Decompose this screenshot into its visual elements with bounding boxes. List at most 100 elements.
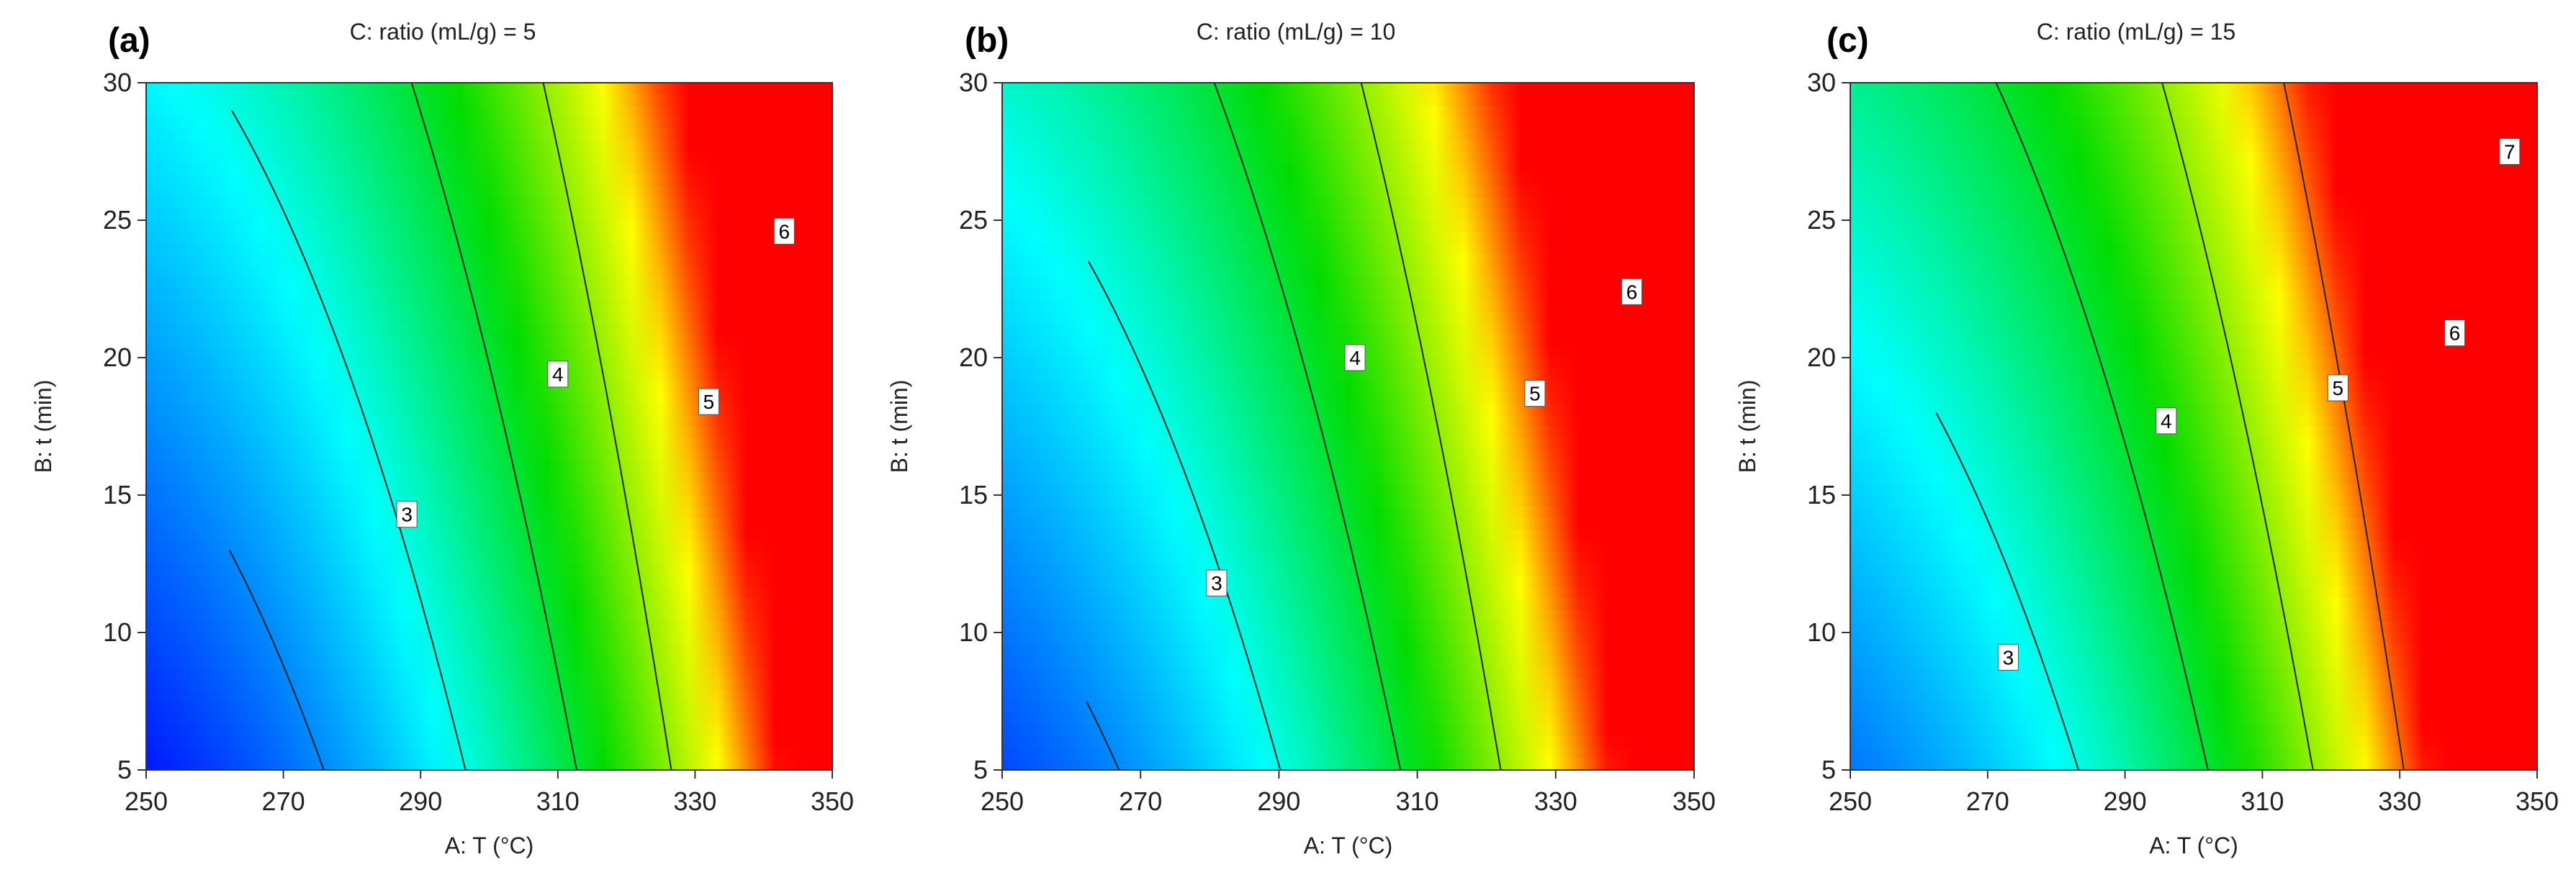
- gradient-row: [146, 506, 832, 519]
- panel-a: (a) C: ratio (mL/g) = 5 3 4 5 6 250 270 290 31…: [30, 19, 854, 858]
- gradient-row: [1850, 242, 2537, 255]
- contour-lines: [1086, 83, 1502, 770]
- color-gradient-rows: [1002, 83, 1694, 771]
- gradient-row: [1002, 438, 1694, 450]
- contour-label-6: 6: [1621, 278, 1643, 305]
- gradient-row: [1850, 117, 2537, 130]
- gradient-row: [146, 368, 832, 381]
- gradient-row: [146, 472, 832, 484]
- gradient-row: [1850, 94, 2537, 106]
- gradient-row: [146, 94, 832, 106]
- y-tick-label: 5: [1821, 755, 1836, 784]
- contour-label-4: 4: [547, 361, 569, 388]
- y-tick-label: 15: [103, 480, 132, 509]
- gradient-row: [146, 563, 832, 576]
- y-axis-title: B: t (min): [1734, 380, 1760, 473]
- contour-label-text: 6: [2449, 322, 2461, 345]
- gradient-row: [1002, 495, 1694, 507]
- x-tick-label: 250: [1829, 787, 1872, 816]
- x-tick-label: 290: [2104, 787, 2147, 816]
- contour-line-5: [1995, 83, 2209, 770]
- gradient-row: [146, 83, 832, 95]
- plot-frame: [145, 82, 833, 771]
- gradient-row: [146, 414, 832, 427]
- contour-label-6: 6: [2444, 319, 2466, 347]
- x-axis: 250 270 290 310 330 350: [1829, 770, 2559, 816]
- gradient-row: [146, 666, 832, 679]
- gradient-row: [1002, 758, 1694, 771]
- y-tick-label: 30: [103, 68, 132, 97]
- gradient-row: [1002, 575, 1694, 588]
- gradient-row: [146, 495, 832, 507]
- gradient-row: [1002, 231, 1694, 244]
- contour-plot-area: 3 4 5 6: [1001, 82, 1695, 771]
- gradient-row: [1002, 266, 1694, 278]
- y-tick-label: 10: [103, 617, 132, 647]
- gradient-row: [1002, 655, 1694, 668]
- panel-letter: (c): [1827, 22, 1869, 60]
- contour-label-text: 3: [1211, 572, 1222, 594]
- gradient-row: [146, 197, 832, 209]
- y-axis-title: B: t (min): [30, 380, 56, 473]
- gradient-row: [146, 391, 832, 404]
- gradient-row: [146, 254, 832, 267]
- gradient-row: [1002, 277, 1694, 290]
- gradient-row: [1850, 426, 2537, 439]
- gradient-row: [1850, 472, 2537, 484]
- panel-b: (b) C: ratio (mL/g) = 10 3 4 5 6 250 270 290 3…: [886, 19, 1716, 858]
- gradient-row: [1850, 609, 2537, 622]
- contour-label-box: [1524, 380, 1546, 407]
- gradient-row: [1002, 621, 1694, 633]
- gradient-row: [1850, 403, 2537, 416]
- gradient-row: [146, 586, 832, 599]
- gradient-row: [1002, 506, 1694, 519]
- gradient-row: [1002, 484, 1694, 496]
- gradient-row: [1850, 186, 2537, 198]
- gradient-row: [146, 540, 832, 553]
- color-gradient-rows: [146, 83, 832, 771]
- gradient-row: [1002, 563, 1694, 576]
- y-tick-label: 25: [1807, 205, 1836, 235]
- x-tick-label: 270: [1966, 787, 2009, 816]
- gradient-row: [1002, 414, 1694, 427]
- gradient-row: [1002, 666, 1694, 679]
- contour-line-4: [1088, 260, 1282, 770]
- gradient-row: [1850, 335, 2537, 347]
- gradient-row: [1850, 414, 2537, 427]
- contour-line-5: [410, 83, 577, 770]
- contour-label-text: 6: [779, 220, 791, 242]
- contour-label-box: [2444, 319, 2466, 347]
- gradient-row: [1002, 163, 1694, 176]
- gradient-row: [1002, 209, 1694, 221]
- gradient-row: [1850, 689, 2537, 702]
- gradient-row: [146, 140, 832, 153]
- contour-label-3: 3: [396, 501, 418, 528]
- gradient-row: [146, 461, 832, 473]
- gradient-row: [1002, 128, 1694, 141]
- x-tick-label: 350: [811, 787, 854, 816]
- contour-label-text: 3: [401, 504, 413, 526]
- gradient-row: [1850, 586, 2537, 599]
- panel-title: C: ratio (mL/g) = 10: [1197, 19, 1396, 45]
- contour-label-3: 3: [1206, 569, 1228, 597]
- gradient-row: [1850, 484, 2537, 496]
- gradient-row: [1002, 186, 1694, 198]
- x-axis: 250 270 290 310 330 350: [981, 770, 1716, 816]
- contour-label-6: 6: [773, 217, 795, 245]
- x-tick-label: 310: [2241, 787, 2284, 816]
- contour-label-box: [2499, 138, 2521, 165]
- gradient-row: [146, 529, 832, 542]
- contour-label-box: [698, 388, 719, 415]
- gradient-row: [1002, 335, 1694, 347]
- gradient-row: [1850, 438, 2537, 450]
- contour-plot-area: 3 4 5 6 7: [1850, 82, 2538, 771]
- y-tick-label: 30: [959, 68, 988, 97]
- gradient-row: [1850, 633, 2537, 645]
- gradient-row: [1850, 83, 2537, 95]
- gradient-row: [146, 403, 832, 416]
- contour-label-5: 5: [2327, 374, 2348, 402]
- panel-c: (c) C: ratio (mL/g) = 15 3 4 5 6 7 250 270 290…: [1734, 19, 2559, 858]
- gradient-row: [1850, 346, 2537, 358]
- gradient-row: [146, 220, 832, 232]
- gradient-row: [1002, 609, 1694, 622]
